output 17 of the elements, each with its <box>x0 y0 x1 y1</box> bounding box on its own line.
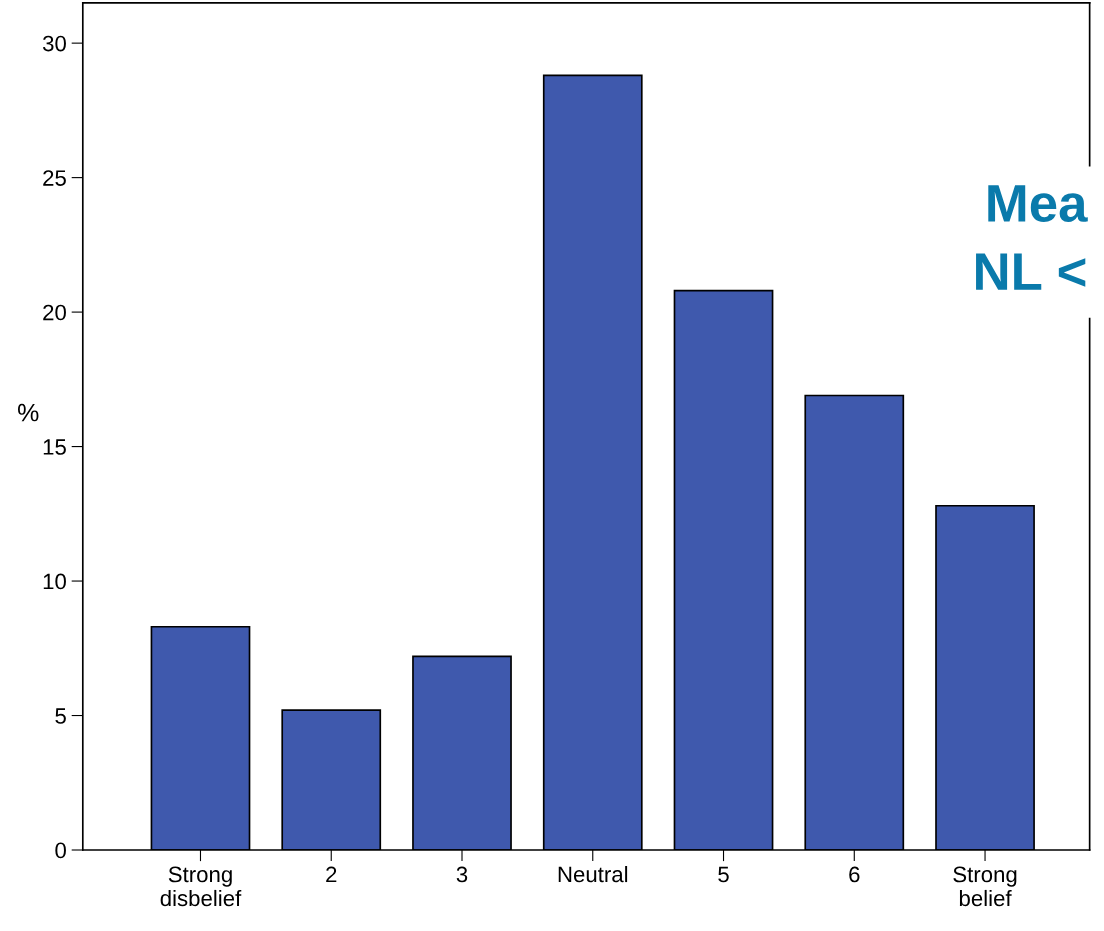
x-tick-label: 2 <box>326 866 337 883</box>
y-tick-label: 5 <box>55 708 66 724</box>
y-tick-label: 30 <box>42 35 66 52</box>
annotation: NL < <box>976 253 1086 290</box>
y-tick-label: 0 <box>55 842 66 859</box>
x-tick-label: Neutral <box>558 865 628 883</box>
y-tick-label: 10 <box>43 573 66 590</box>
y-tick-label: 20 <box>43 304 66 321</box>
x-tick-label: Strong belief <box>953 866 1017 907</box>
x-tick-label: 6 <box>849 866 860 883</box>
y-tick-label: 25 <box>43 170 66 186</box>
x-tick-label: 3 <box>456 866 468 883</box>
y-axis-title: % <box>18 403 39 422</box>
y-tick-label: 15 <box>43 439 66 455</box>
x-tick-label: 5 <box>718 866 729 883</box>
x-tick-label: Strong disbelief <box>160 866 242 907</box>
annotation: Mea <box>988 185 1088 223</box>
